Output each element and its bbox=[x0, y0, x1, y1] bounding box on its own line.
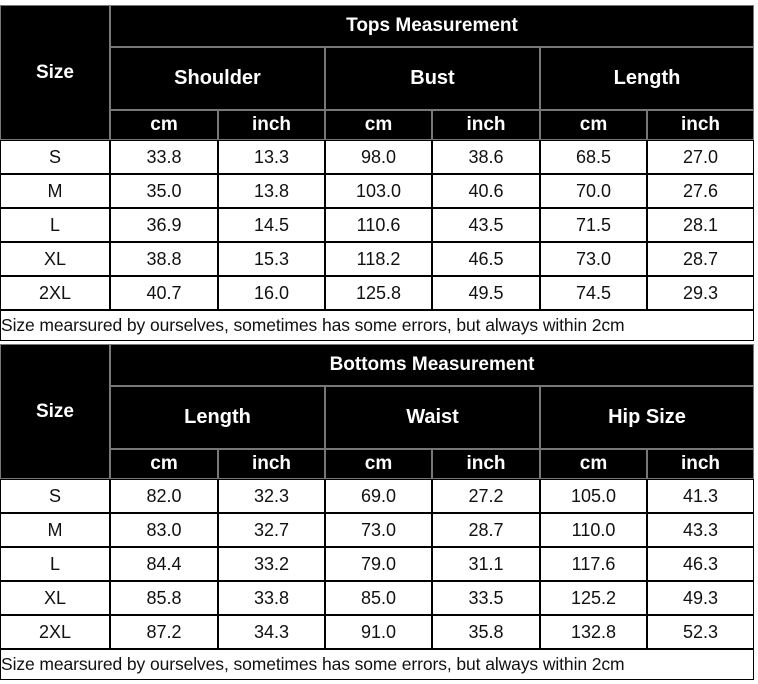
size-cell: M bbox=[0, 513, 110, 547]
table-title: Tops Measurement bbox=[110, 5, 754, 47]
unit-header: cm bbox=[540, 110, 647, 140]
value-cell: 43.3 bbox=[647, 513, 754, 547]
value-cell: 85.0 bbox=[325, 581, 432, 615]
size-cell: 2XL bbox=[0, 615, 110, 649]
size-cell: 2XL bbox=[0, 276, 110, 310]
note: Size mearsured by ourselves, sometimes h… bbox=[0, 310, 754, 341]
value-cell: 91.0 bbox=[325, 615, 432, 649]
value-cell: 68.5 bbox=[540, 140, 647, 174]
unit-header: cm bbox=[110, 449, 218, 479]
value-cell: 98.0 bbox=[325, 140, 432, 174]
value-cell: 33.2 bbox=[218, 547, 325, 581]
value-cell: 125.8 bbox=[325, 276, 432, 310]
group-header: Hip Size bbox=[540, 386, 754, 449]
value-cell: 110.6 bbox=[325, 208, 432, 242]
value-cell: 35.0 bbox=[110, 174, 218, 208]
value-cell: 49.5 bbox=[432, 276, 540, 310]
size-cell: S bbox=[0, 140, 110, 174]
size-cell: L bbox=[0, 547, 110, 581]
unit-header: inch bbox=[647, 449, 754, 479]
value-cell: 28.7 bbox=[647, 242, 754, 276]
size-cell: L bbox=[0, 208, 110, 242]
unit-header: cm bbox=[325, 449, 432, 479]
value-cell: 43.5 bbox=[432, 208, 540, 242]
value-cell: 73.0 bbox=[540, 242, 647, 276]
value-cell: 33.5 bbox=[432, 581, 540, 615]
unit-header: cm bbox=[540, 449, 647, 479]
size-cell: XL bbox=[0, 581, 110, 615]
value-cell: 46.5 bbox=[432, 242, 540, 276]
group-header: Length bbox=[540, 47, 754, 110]
value-cell: 13.3 bbox=[218, 140, 325, 174]
note: Size mearsured by ourselves, sometimes h… bbox=[0, 649, 754, 680]
value-cell: 84.4 bbox=[110, 547, 218, 581]
value-cell: 46.3 bbox=[647, 547, 754, 581]
value-cell: 40.6 bbox=[432, 174, 540, 208]
value-cell: 52.3 bbox=[647, 615, 754, 649]
value-cell: 31.1 bbox=[432, 547, 540, 581]
value-cell: 34.3 bbox=[218, 615, 325, 649]
value-cell: 85.8 bbox=[110, 581, 218, 615]
value-cell: 41.3 bbox=[647, 479, 754, 513]
value-cell: 87.2 bbox=[110, 615, 218, 649]
group-header: Length bbox=[110, 386, 325, 449]
unit-header: inch bbox=[647, 110, 754, 140]
value-cell: 105.0 bbox=[540, 479, 647, 513]
size-cell: XL bbox=[0, 242, 110, 276]
unit-header: inch bbox=[218, 110, 325, 140]
unit-header: cm bbox=[325, 110, 432, 140]
value-cell: 49.3 bbox=[647, 581, 754, 615]
value-cell: 33.8 bbox=[110, 140, 218, 174]
value-cell: 73.0 bbox=[325, 513, 432, 547]
value-cell: 27.0 bbox=[647, 140, 754, 174]
value-cell: 27.2 bbox=[432, 479, 540, 513]
value-cell: 103.0 bbox=[325, 174, 432, 208]
value-cell: 33.8 bbox=[218, 581, 325, 615]
value-cell: 13.8 bbox=[218, 174, 325, 208]
value-cell: 110.0 bbox=[540, 513, 647, 547]
value-cell: 69.0 bbox=[325, 479, 432, 513]
value-cell: 118.2 bbox=[325, 242, 432, 276]
value-cell: 32.7 bbox=[218, 513, 325, 547]
value-cell: 14.5 bbox=[218, 208, 325, 242]
size-cell: M bbox=[0, 174, 110, 208]
value-cell: 125.2 bbox=[540, 581, 647, 615]
value-cell: 32.3 bbox=[218, 479, 325, 513]
value-cell: 15.3 bbox=[218, 242, 325, 276]
value-cell: 38.6 bbox=[432, 140, 540, 174]
value-cell: 82.0 bbox=[110, 479, 218, 513]
value-cell: 36.9 bbox=[110, 208, 218, 242]
value-cell: 132.8 bbox=[540, 615, 647, 649]
value-cell: 16.0 bbox=[218, 276, 325, 310]
unit-header: inch bbox=[432, 110, 540, 140]
value-cell: 70.0 bbox=[540, 174, 647, 208]
size-header: Size bbox=[0, 5, 110, 140]
table-title: Bottoms Measurement bbox=[110, 344, 754, 386]
value-cell: 28.7 bbox=[432, 513, 540, 547]
value-cell: 74.5 bbox=[540, 276, 647, 310]
group-header: Shoulder bbox=[110, 47, 325, 110]
value-cell: 38.8 bbox=[110, 242, 218, 276]
value-cell: 28.1 bbox=[647, 208, 754, 242]
unit-header: cm bbox=[110, 110, 218, 140]
value-cell: 35.8 bbox=[432, 615, 540, 649]
value-cell: 83.0 bbox=[110, 513, 218, 547]
size-header: Size bbox=[0, 344, 110, 479]
value-cell: 71.5 bbox=[540, 208, 647, 242]
unit-header: inch bbox=[432, 449, 540, 479]
group-header: Waist bbox=[325, 386, 540, 449]
value-cell: 117.6 bbox=[540, 547, 647, 581]
value-cell: 40.7 bbox=[110, 276, 218, 310]
value-cell: 27.6 bbox=[647, 174, 754, 208]
value-cell: 79.0 bbox=[325, 547, 432, 581]
group-header: Bust bbox=[325, 47, 540, 110]
value-cell: 29.3 bbox=[647, 276, 754, 310]
size-cell: S bbox=[0, 479, 110, 513]
unit-header: inch bbox=[218, 449, 325, 479]
